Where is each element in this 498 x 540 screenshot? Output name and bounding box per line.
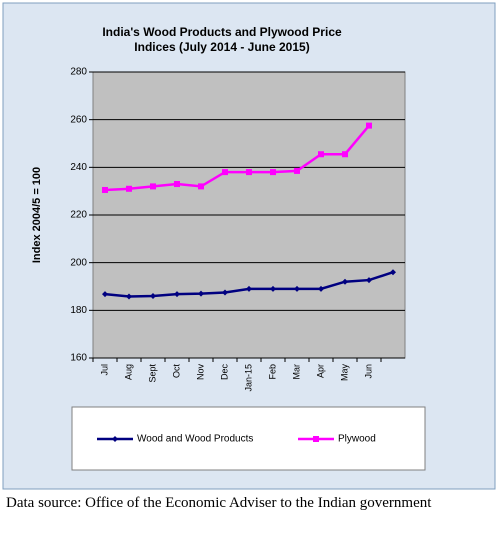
chart-title: India's Wood Products and Plywood Price [102, 25, 342, 39]
legend-marker [313, 436, 319, 442]
marker [150, 293, 156, 300]
marker [102, 291, 108, 298]
y-axis-label: Index 2004/5 = 100 [31, 167, 43, 263]
marker [342, 278, 348, 285]
chart: India's Wood Products and Plywood Price … [2, 2, 496, 490]
x-tick-label: Sept [147, 364, 157, 383]
x-tick-label: Dec [219, 364, 229, 381]
marker [150, 183, 156, 190]
marker [246, 169, 252, 176]
marker [126, 185, 132, 192]
marker [174, 181, 180, 188]
legend-label: Wood and Wood Products [137, 434, 253, 445]
marker [174, 291, 180, 298]
x-tick-label: May [339, 364, 349, 382]
legend-label: Plywood [338, 434, 376, 445]
marker [198, 183, 204, 190]
y-tick-label: 200 [70, 257, 87, 268]
series-line [104, 124, 370, 192]
marker [222, 169, 228, 176]
y-tick-label: 160 [70, 353, 87, 364]
marker [270, 169, 276, 176]
x-tick-label: Nov [195, 364, 205, 381]
marker [246, 285, 252, 292]
marker [102, 186, 108, 193]
x-tick-label: Mar [291, 364, 301, 380]
legend-marker [112, 436, 118, 442]
marker [390, 269, 396, 276]
x-tick-label: Jun [363, 364, 373, 379]
y-tick-label: 280 [70, 67, 87, 78]
x-tick-label: Jan-15 [243, 364, 253, 392]
marker [366, 122, 372, 129]
y-tick-label: 260 [70, 114, 87, 125]
y-tick-label: 180 [70, 305, 87, 316]
marker [270, 285, 276, 292]
x-tick-label: Feb [267, 364, 277, 380]
y-tick-label: 240 [70, 162, 87, 173]
marker [126, 293, 132, 300]
x-tick-label: Oct [171, 364, 181, 379]
chart-title: Indices (July 2014 - June 2015) [134, 40, 309, 54]
marker [318, 151, 324, 158]
marker [198, 290, 204, 297]
marker [342, 151, 348, 158]
x-tick-label: Jul [99, 364, 109, 376]
marker [318, 285, 324, 292]
marker [366, 277, 372, 284]
marker [222, 289, 228, 296]
y-tick-label: 220 [70, 210, 87, 221]
caption: Data source: Office of the Economic Advi… [6, 495, 432, 511]
marker [294, 167, 300, 174]
marker [294, 285, 300, 292]
x-tick-label: Aug [123, 364, 133, 380]
x-tick-label: Apr [315, 364, 325, 378]
